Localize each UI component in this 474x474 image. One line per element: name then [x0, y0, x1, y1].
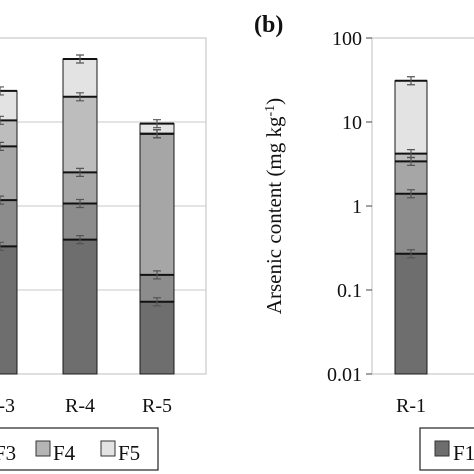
bar-segment [394, 193, 428, 255]
y-axis-label-text: Arsenic content (mg kg [262, 116, 286, 314]
panel-a-gridlines [0, 121, 206, 291]
error-bar [407, 249, 415, 259]
bar-segment [0, 145, 18, 201]
error-bar [76, 54, 84, 64]
error-bar [0, 86, 4, 96]
legend-a-frame [0, 427, 159, 471]
panel-b-y-ticks: 100 10 1 0.1 0.01 [327, 28, 372, 386]
y-tick-label: 0.01 [327, 364, 362, 386]
bar-segment [394, 253, 428, 375]
bar-segment [62, 239, 98, 375]
error-bar [0, 141, 4, 151]
error-bar [407, 76, 415, 86]
bar-stack-r-1 [394, 76, 428, 375]
error-bar [76, 167, 84, 177]
x-tick-label: R-4 [65, 395, 95, 417]
panel-a-legend: F3 F4 F5 [0, 427, 159, 471]
bar-segment [0, 245, 18, 375]
panel-b-legend: F1 [419, 427, 474, 471]
bar-segment [62, 96, 98, 173]
panel-b-y-axis-label: Arsenic content (mg kg-1) [262, 98, 286, 314]
error-bar [153, 270, 161, 280]
y-axis-label-close: ) [262, 98, 286, 105]
y-axis-label-superscript: -1 [263, 105, 278, 117]
bar-segment [0, 119, 18, 147]
legend-b-swatch-f1 [434, 440, 450, 457]
bar-segment [394, 80, 428, 155]
bar-stack-r-5 [139, 119, 175, 375]
error-bar [407, 149, 415, 159]
legend-a-swatch-f4 [35, 440, 51, 457]
error-bar [153, 297, 161, 307]
error-bar [153, 119, 161, 129]
bar-segment [62, 202, 98, 241]
panel-a-x-tick-labels: R-3 R-4 R-5 [0, 395, 172, 417]
y-tick-label: 0.1 [337, 280, 362, 302]
y-tick-label: 100 [332, 28, 362, 50]
y-tick-label: 1 [352, 196, 362, 218]
error-bar [76, 92, 84, 102]
panel-a: R-3 R-4 R-5 F3 F4 F5 [0, 37, 207, 471]
error-bar [0, 115, 4, 125]
legend-a-label-f4: F4 [53, 441, 76, 465]
panel-b: (b) Arsenic content (mg kg-1) 100 10 1 0.1 0… [254, 12, 474, 471]
error-bar [407, 189, 415, 199]
bar-segment [0, 199, 18, 247]
panel-b-x-tick-labels: R-1 [396, 395, 426, 417]
error-bar [153, 129, 161, 139]
y-tick-label: 10 [342, 112, 362, 134]
x-tick-label: R-1 [396, 395, 426, 417]
bar-stack-r-4 [62, 54, 98, 375]
panel-b-bars [394, 76, 428, 375]
bar-segment [62, 171, 98, 204]
legend-b-label-f1: F1 [453, 441, 474, 465]
legend-a-swatch-f5 [100, 440, 116, 457]
bar-segment [394, 160, 428, 195]
error-bar [76, 235, 84, 245]
bar-segment [0, 90, 18, 121]
legend-a-label-f3: F3 [0, 441, 16, 465]
panel-a-bars [0, 54, 175, 375]
x-tick-label: R-5 [142, 395, 172, 417]
error-bar [0, 241, 4, 251]
panel-b-label: (b) [254, 12, 283, 38]
bar-segment [139, 133, 175, 276]
legend-a-label-f5: F5 [118, 441, 140, 465]
bar-segment [139, 301, 175, 375]
bar-segment [62, 58, 98, 98]
error-bar [0, 195, 4, 205]
x-tick-label: R-3 [0, 395, 15, 417]
error-bar [76, 198, 84, 209]
bar-stack-r-3 [0, 86, 18, 375]
